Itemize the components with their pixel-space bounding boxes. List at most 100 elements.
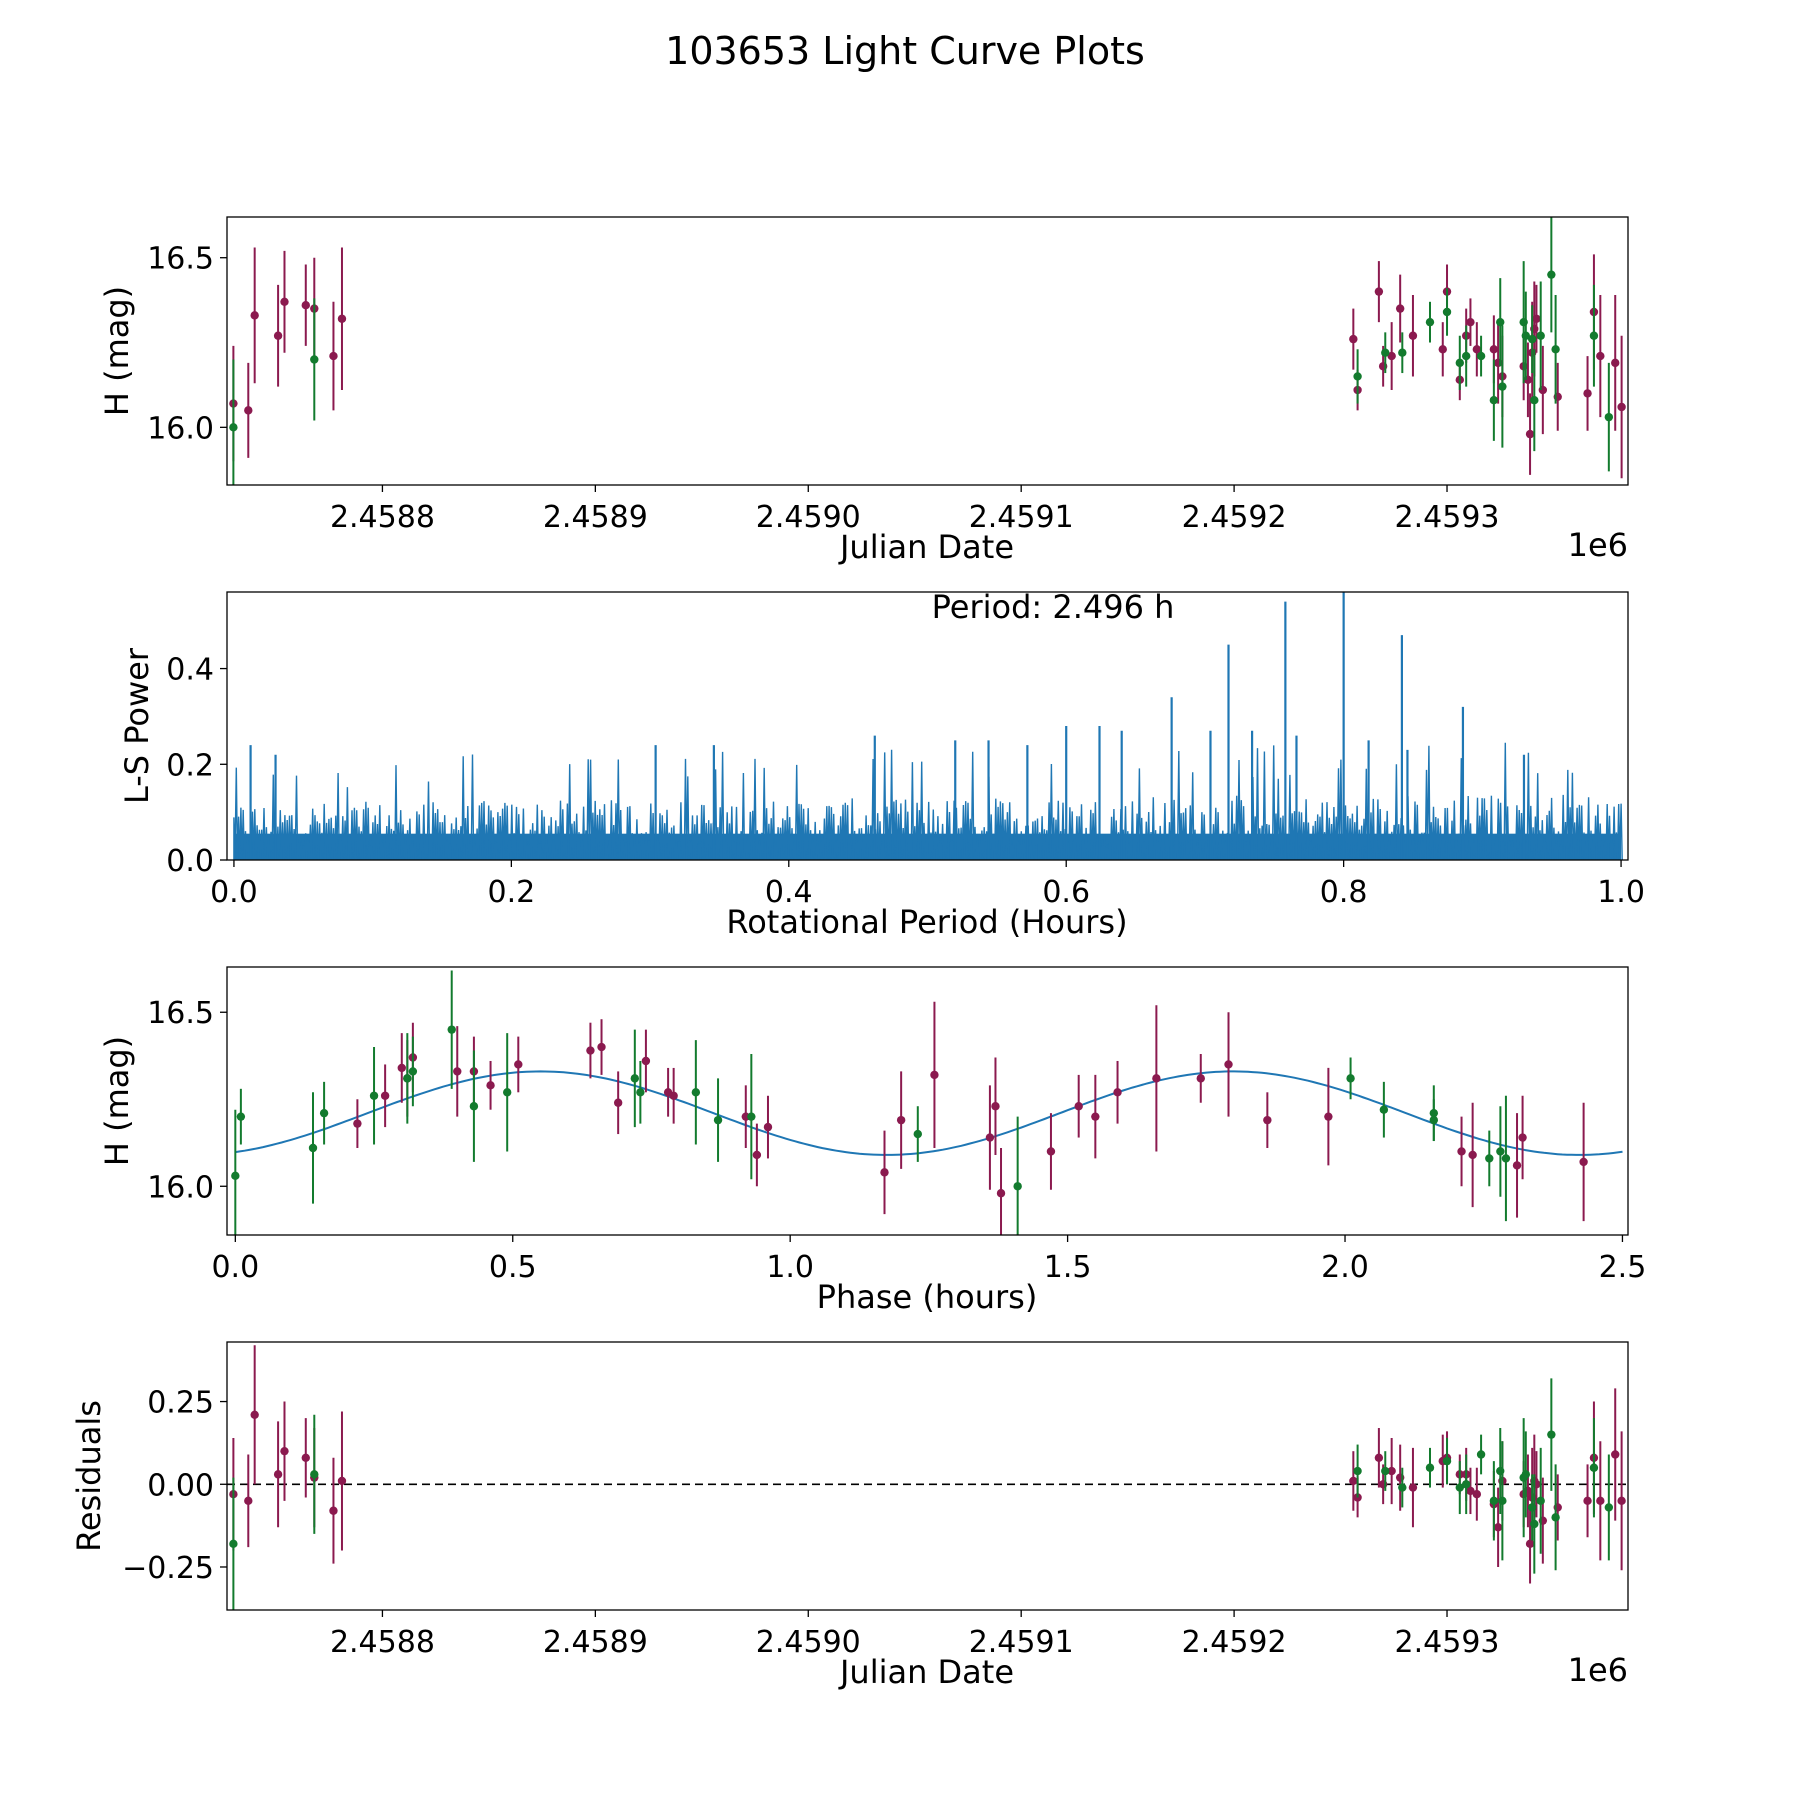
data-point-r xyxy=(1224,1060,1233,1069)
panel-lightcurve: 2.4588 2.4589 2.4590 2.4591 2.4592 2.4593 16.0… xyxy=(98,216,1629,566)
data-point-r xyxy=(1324,1112,1333,1121)
data-point-r xyxy=(380,1091,390,1100)
x-tick-label: 2.5 xyxy=(1599,1250,1647,1285)
panel-residuals: 2.4588 2.4589 2.4590 2.4591 2.4592 2.4593 −0.2… xyxy=(70,1341,1629,1691)
data-point-r xyxy=(1349,1476,1358,1486)
data-point-g xyxy=(1498,1496,1507,1506)
data-point-g xyxy=(1442,307,1452,317)
panel-residuals-ylabel: Residuals xyxy=(70,1400,108,1552)
data-point-r xyxy=(1472,345,1482,354)
data-point-g xyxy=(447,1025,456,1034)
data-point-r xyxy=(1493,1523,1503,1532)
data-point-r xyxy=(453,1067,462,1076)
y-tick-label: −0.25 xyxy=(122,1551,214,1586)
data-point-g xyxy=(1455,1483,1464,1492)
y-tick-label: 0.0 xyxy=(166,844,214,879)
y-tick-label: 16.0 xyxy=(147,411,214,446)
data-point-r xyxy=(1583,389,1592,398)
data-point-g xyxy=(1489,1496,1499,1506)
data-point-r xyxy=(244,1496,253,1506)
data-point-r xyxy=(597,1042,606,1052)
data-point-r xyxy=(996,1189,1006,1198)
data-point-r xyxy=(1408,331,1418,340)
data-point-r xyxy=(301,1453,310,1463)
panel-lightcurve-frame xyxy=(226,216,1629,486)
data-point-g xyxy=(1530,395,1539,405)
data-point-g xyxy=(1476,351,1486,361)
data-point-r xyxy=(280,1446,289,1456)
data-point-r xyxy=(244,406,253,415)
data-point-r xyxy=(669,1091,678,1100)
data-point-r xyxy=(991,1102,1000,1111)
data-point-g xyxy=(1547,1430,1556,1439)
data-point-r xyxy=(1512,1161,1522,1170)
data-point-r xyxy=(353,1119,362,1128)
panel-phased: 0.0 0.5 1.0 1.5 2.0 2.5 16.0 16.5 Phase (hours)… xyxy=(98,966,1647,1316)
data-point-r xyxy=(1046,1147,1056,1156)
data-point-r xyxy=(880,1168,889,1177)
panel-periodogram-frame xyxy=(226,591,1629,861)
data-point-g xyxy=(1398,348,1407,357)
data-point-g xyxy=(1501,1154,1511,1163)
data-point-g xyxy=(229,423,238,432)
data-point-r xyxy=(752,1150,762,1160)
data-point-g xyxy=(319,1108,329,1118)
x-tick-label: 2.4593 xyxy=(1395,500,1500,535)
x-tick-label: 0.0 xyxy=(210,875,258,910)
data-point-r xyxy=(1466,1486,1475,1496)
data-point-g xyxy=(1346,1074,1355,1083)
data-point-g xyxy=(408,1067,418,1076)
data-point-g xyxy=(1551,1513,1560,1522)
data-point-g xyxy=(691,1088,701,1097)
y-tick-label: 0.00 xyxy=(147,1468,214,1503)
y-tick-label: 16.5 xyxy=(147,242,214,277)
data-point-r xyxy=(1387,351,1396,361)
data-point-r xyxy=(337,314,347,323)
data-point-r xyxy=(586,1046,595,1055)
data-point-g xyxy=(503,1088,512,1097)
x-tick-label: 2.4590 xyxy=(756,1625,861,1660)
data-point-r xyxy=(1466,317,1475,327)
data-point-g xyxy=(1536,331,1545,340)
x-tick-label: 1.0 xyxy=(766,1250,814,1285)
data-point-g xyxy=(713,1115,723,1125)
data-point-g xyxy=(229,1539,238,1549)
data-point-g xyxy=(403,1074,412,1083)
data-point-g xyxy=(1461,1480,1471,1489)
data-point-g xyxy=(1527,334,1537,344)
data-point-r xyxy=(1196,1074,1205,1083)
x-tick-label: 0.4 xyxy=(765,875,813,910)
data-point-g xyxy=(1425,1463,1435,1472)
data-point-g xyxy=(310,1470,319,1479)
data-point-r xyxy=(273,1470,283,1479)
data-point-g xyxy=(1476,1450,1486,1459)
data-point-r xyxy=(1472,1489,1482,1499)
panel-lightcurve-offset: 1e6 xyxy=(1568,526,1628,564)
figure-title: 103653 Light Curve Plots xyxy=(665,29,1145,73)
periodogram-line xyxy=(233,742,1623,861)
data-point-r xyxy=(514,1060,523,1069)
data-point-g xyxy=(630,1074,640,1083)
data-point-g xyxy=(1425,317,1435,327)
x-tick-label: 1.0 xyxy=(1597,875,1645,910)
y-tick-label: 0.25 xyxy=(147,1386,214,1421)
data-point-g xyxy=(1379,1105,1389,1114)
panel-lightcurve-xlabel: Julian Date xyxy=(838,528,1014,566)
data-point-r xyxy=(1596,351,1605,361)
x-tick-label: 2.4592 xyxy=(1182,1625,1287,1660)
data-point-r xyxy=(1387,1466,1396,1476)
x-tick-label: 2.4590 xyxy=(756,500,861,535)
data-point-r xyxy=(486,1081,495,1090)
data-point-r xyxy=(1438,345,1447,354)
data-point-r xyxy=(1468,1150,1477,1160)
data-point-r xyxy=(1353,1493,1362,1502)
data-point-r xyxy=(273,331,283,340)
model-fit-curve xyxy=(235,1070,1623,1156)
data-point-r xyxy=(397,1063,406,1073)
data-point-r xyxy=(1579,1157,1588,1167)
data-point-r xyxy=(1091,1112,1100,1121)
x-tick-label: 2.4591 xyxy=(969,1625,1074,1660)
x-tick-label: 0.5 xyxy=(489,1250,537,1285)
